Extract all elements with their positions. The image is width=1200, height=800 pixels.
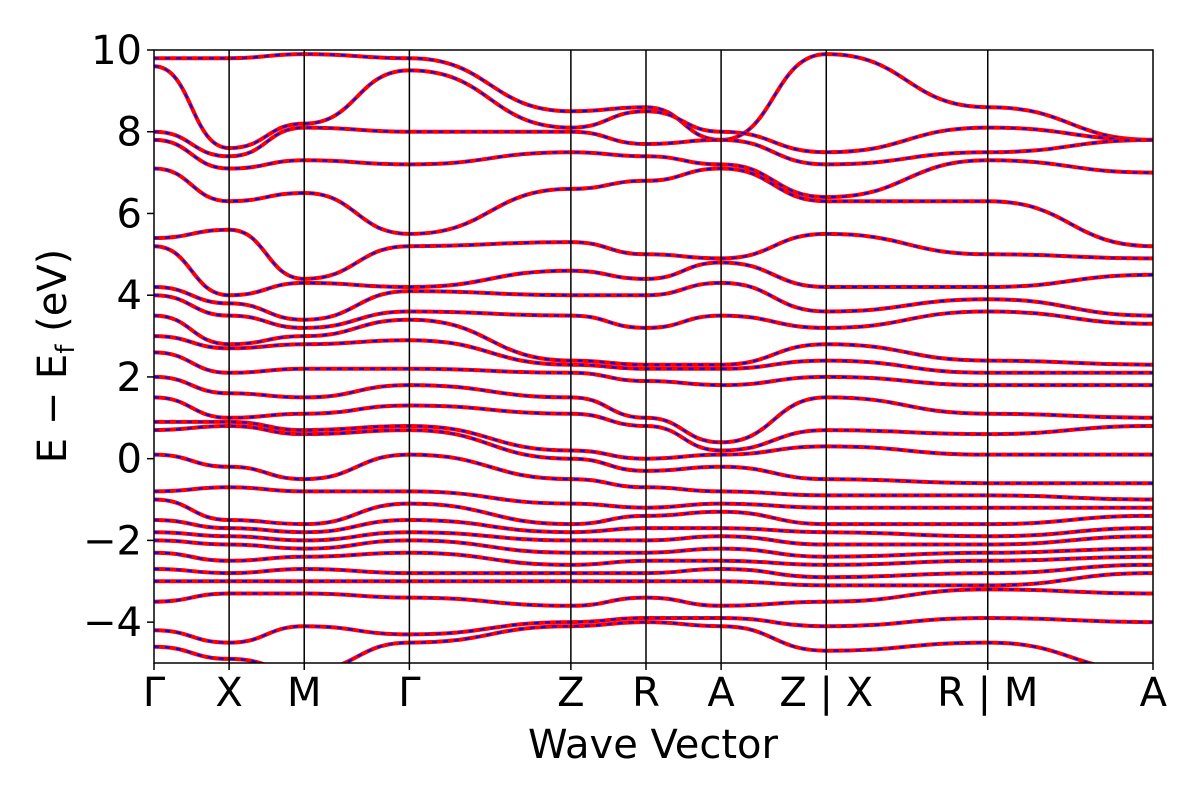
- plot-frame: [153, 49, 1154, 664]
- band-lines: [154, 52, 1153, 663]
- x-tick-label-8: R | M: [937, 670, 1038, 716]
- y-tick-label-7: 10: [91, 28, 142, 74]
- band-line-blue-15: [154, 424, 1153, 485]
- x-tick-label-1: X: [215, 670, 242, 716]
- x-axis-label: Wave Vector: [528, 722, 779, 768]
- band-line-blue-16: [154, 453, 1153, 501]
- band-line-blue-17: [154, 486, 1153, 509]
- band-line-blue-9: [154, 314, 1153, 366]
- y-axis-ticks: −4 −2 0 2 4 6 8 10: [83, 28, 154, 646]
- band-line-blue-19: [154, 518, 1153, 538]
- band-line-blue-5: [154, 228, 1153, 280]
- y-tick-label-2: 0: [117, 437, 142, 483]
- band-line-blue-27: [154, 621, 1093, 663]
- y-tick-label-3: 2: [117, 355, 142, 401]
- band-line-blue-23: [154, 563, 1153, 579]
- y-axis-label-subscript: f: [51, 344, 81, 354]
- band-line-blue-8: [154, 294, 1153, 329]
- x-tick-label-6: A: [707, 670, 735, 716]
- band-line-blue-22: [154, 551, 1153, 566]
- band-line-blue-20: [154, 531, 1153, 546]
- band-line-blue-12: [154, 375, 1153, 444]
- x-tick-label-3: Γ: [398, 670, 421, 716]
- x-tick-label-9: A: [1140, 670, 1168, 716]
- band-line-blue-6: [154, 245, 1153, 297]
- x-tick-label-5: R: [632, 670, 660, 716]
- band-line-blue-24: [154, 572, 1153, 587]
- high-symmetry-lines: [228, 50, 989, 663]
- band-line-blue-1: [154, 65, 1153, 154]
- band-line-red-3: [154, 137, 1153, 200]
- y-axis-label-unit: (eV): [30, 249, 76, 345]
- y-tick-label-0: −4: [83, 600, 142, 646]
- y-axis-label: E − Ef (eV): [30, 249, 81, 464]
- x-tick-label-4: Z: [557, 670, 584, 716]
- band-line-blue-2: [154, 126, 1153, 166]
- y-tick-label-4: 4: [117, 273, 142, 319]
- band-line-blue-18: [154, 498, 1153, 526]
- y-axis-label-main: E − E: [30, 354, 76, 464]
- band-line-blue-25: [154, 588, 1153, 607]
- y-tick-label-6: 8: [117, 110, 142, 156]
- x-tick-label-0: Γ: [143, 670, 166, 716]
- band-line-blue-21: [154, 539, 1153, 558]
- x-tick-label-7: Z | X: [779, 670, 873, 716]
- x-tick-label-2: M: [287, 670, 322, 716]
- band-line-red-10: [154, 334, 1153, 375]
- band-line-blue-13: [154, 396, 1153, 452]
- band-line-red-14: [154, 419, 1153, 461]
- band-line-blue-7: [154, 281, 1153, 321]
- y-tick-label-5: 6: [117, 191, 142, 237]
- band-line-red-11: [154, 350, 1153, 388]
- band-line-blue-4: [154, 167, 1153, 248]
- band-line-red-26: [154, 615, 1153, 645]
- y-tick-label-1: −2: [83, 518, 142, 564]
